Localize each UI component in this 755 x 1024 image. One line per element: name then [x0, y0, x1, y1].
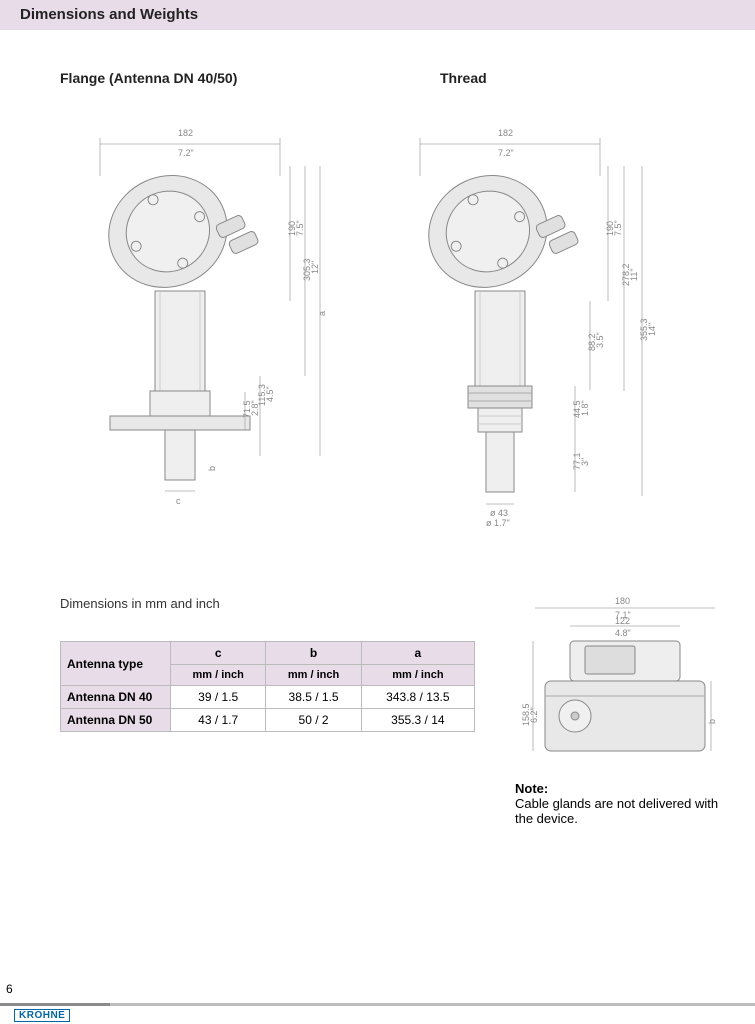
dim-h1-in: 7.5"	[613, 220, 623, 236]
dim-dia-in: ø 1.7"	[486, 518, 510, 528]
dim-side-in: 6.2"	[529, 707, 539, 723]
table-unit-b: mm / inch	[266, 665, 361, 686]
dim-h2-in: 12"	[310, 261, 320, 274]
dim-mid-in: 4.8"	[615, 628, 631, 638]
table-unit-a: mm / inch	[361, 665, 474, 686]
table-unit-c: mm / inch	[171, 665, 266, 686]
note-block: Note: Cable glands are not delivered wit…	[515, 781, 725, 826]
table-header-b: b	[266, 642, 361, 665]
dim-top-mm: 180	[615, 596, 630, 606]
dimensions-note: Dimensions in mm and inch	[60, 596, 475, 611]
dim-h6-in: 3"	[580, 458, 590, 466]
dim-dia: ø 43	[490, 508, 508, 518]
dim-h5-in: 1.8"	[580, 400, 590, 416]
dimensions-table: Antenna type c b a mm / inch mm / inch m…	[60, 641, 475, 732]
dim-top-in: 7.2"	[178, 148, 194, 158]
subtitle-flange: Flange (Antenna DN 40/50)	[60, 70, 440, 86]
dim-top-in: 7.2"	[498, 148, 514, 158]
dim-h2-in: 11"	[629, 268, 639, 281]
table-cell: 43 / 1.7	[171, 709, 266, 732]
table-cell: 38.5 / 1.5	[266, 686, 361, 709]
table-header-antenna: Antenna type	[61, 642, 171, 686]
dim-h4-in: 4.5"	[265, 386, 275, 402]
dim-mid-mm: 122	[615, 616, 630, 626]
dim-h1-in: 7.5"	[295, 220, 305, 236]
page-number: 6	[6, 982, 13, 996]
dim-h5-in: 2.8"	[250, 400, 260, 416]
note-text: Cable glands are not delivered with the …	[515, 796, 725, 826]
dim-h4-in: 3.5"	[595, 332, 605, 348]
brand-logo: KROHNE	[14, 1009, 70, 1022]
dim-c: c	[176, 496, 181, 506]
table-header-a: a	[361, 642, 474, 665]
section-title: Dimensions and Weights	[20, 6, 198, 23]
table-row-label: Antenna DN 50	[61, 709, 171, 732]
dim-h3-in: 14"	[647, 323, 657, 336]
table-cell: 39 / 1.5	[171, 686, 266, 709]
section-header: Dimensions and Weights	[0, 0, 755, 30]
table-row: Antenna DN 40 39 / 1.5 38.5 / 1.5 343.8 …	[61, 686, 475, 709]
dim-top-mm: 182	[178, 128, 193, 138]
table-cell: 355.3 / 14	[361, 709, 474, 732]
subtitle-row: Flange (Antenna DN 40/50) Thread	[60, 70, 725, 86]
table-row-label: Antenna DN 40	[61, 686, 171, 709]
dim-side-b: b	[707, 719, 717, 724]
diagram-thread: 182 7.2" 190 7.5" 278.2 11" 355.3 14"	[390, 126, 690, 536]
diagram-flange: 182 7.2" 190 7.5" 305.3 12" a	[60, 126, 360, 536]
subtitle-thread: Thread	[440, 70, 487, 86]
dim-h3: a	[317, 311, 327, 316]
diagram-converter: 180 7.1" 122 4.8" 158.5 6.2" b	[515, 596, 725, 771]
note-label: Note:	[515, 781, 725, 796]
table-cell: 50 / 2	[266, 709, 361, 732]
dim-top-mm: 182	[498, 128, 513, 138]
table-cell: 343.8 / 13.5	[361, 686, 474, 709]
footer-bar	[0, 1003, 755, 1006]
dim-b: b	[207, 466, 217, 471]
table-row: Antenna DN 50 43 / 1.7 50 / 2 355.3 / 14	[61, 709, 475, 732]
table-header-c: c	[171, 642, 266, 665]
